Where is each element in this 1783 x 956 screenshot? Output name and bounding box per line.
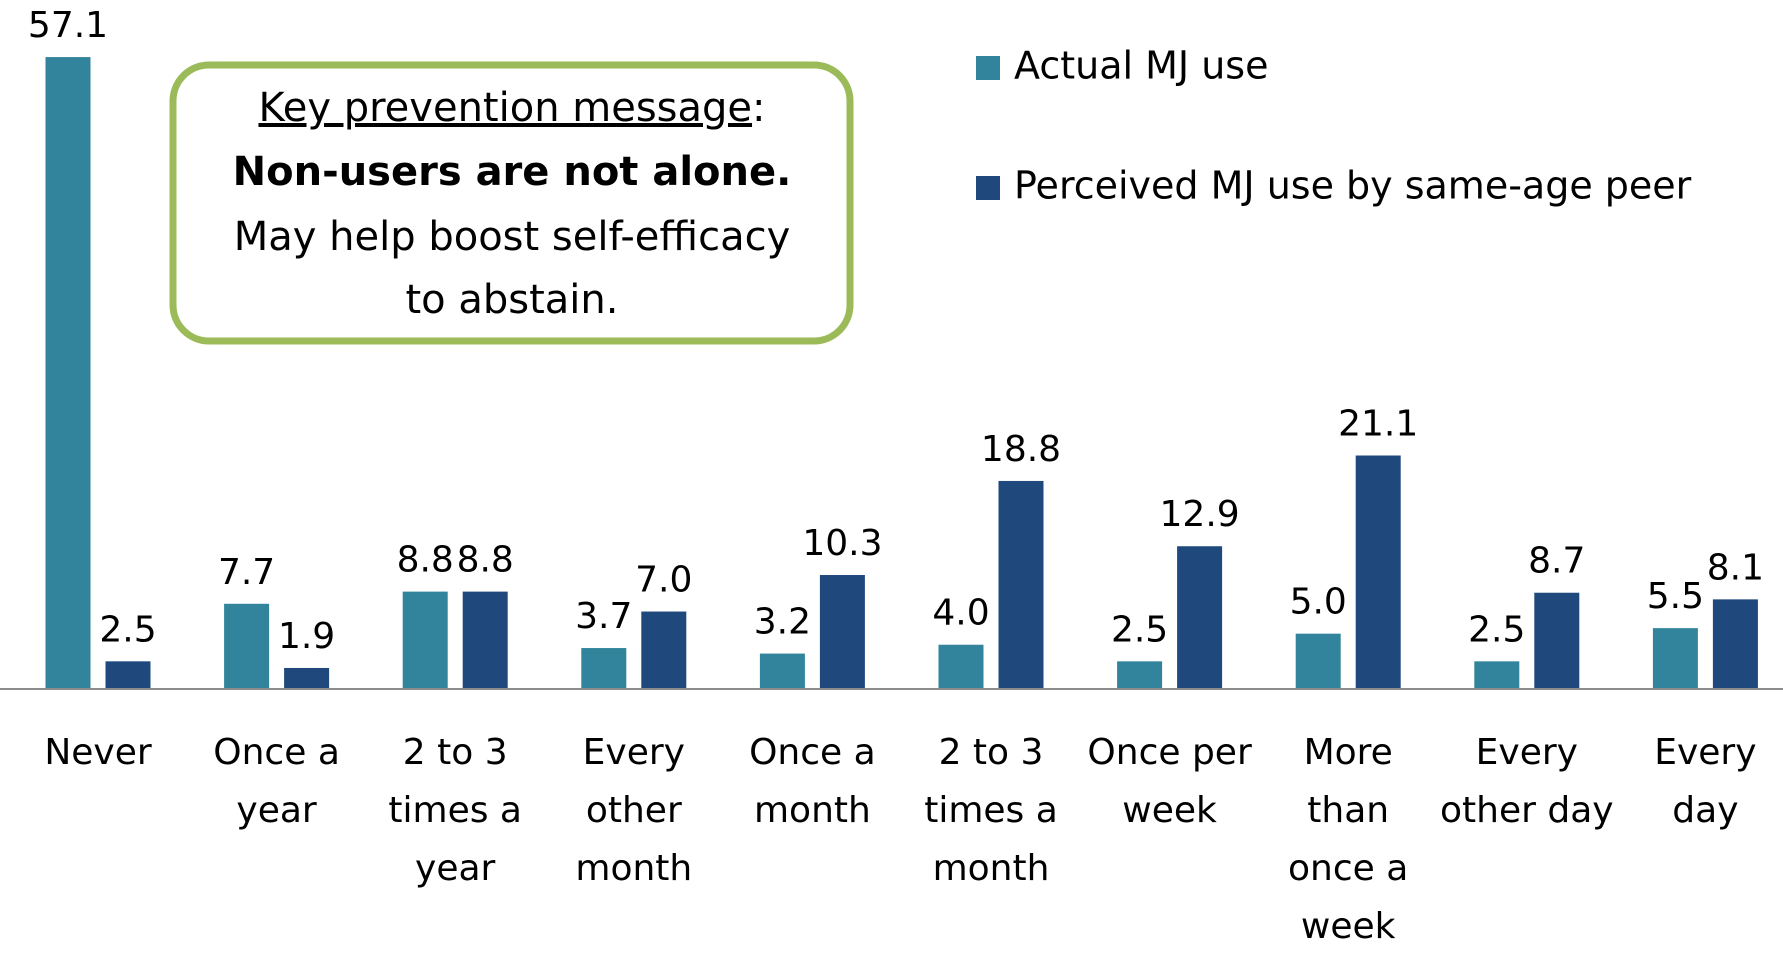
value-label: 57.1 (28, 5, 108, 46)
value-label: 5.0 (1290, 582, 1347, 623)
bar (1712, 599, 1758, 689)
bar (938, 644, 984, 689)
x-tick-label: Once a year (213, 732, 340, 831)
x-tick-label: 2 to 3 times a year (388, 732, 522, 889)
legend-label: Perceived MJ use by same-age peer (1014, 164, 1692, 208)
value-label: 4.0 (932, 593, 989, 634)
value-label: 21.1 (1338, 403, 1418, 444)
bar (402, 591, 448, 689)
x-tick-label: Every other month (575, 732, 693, 889)
bar (1534, 592, 1580, 689)
legend-swatch (976, 56, 1000, 80)
bar (224, 603, 270, 689)
bar (462, 591, 508, 689)
bar (1295, 633, 1341, 689)
value-label: 8.1 (1707, 547, 1764, 588)
value-label: 3.7 (575, 596, 632, 637)
bar (1474, 661, 1520, 689)
value-label: 2.5 (1468, 609, 1525, 650)
bar (819, 575, 865, 689)
bar (759, 653, 805, 689)
annotation-heading: Key prevention message: (258, 85, 765, 131)
bar (641, 611, 687, 689)
x-tick-label: Never (44, 732, 152, 773)
x-tick-label: Once a month (749, 732, 876, 831)
legend-swatch (976, 176, 1000, 200)
value-label: 18.8 (981, 429, 1061, 470)
value-label: 8.7 (1528, 541, 1585, 582)
x-tick-label: 2 to 3 times a month (924, 732, 1058, 889)
bar (45, 57, 91, 690)
value-label: 7.0 (635, 560, 692, 601)
bar (1652, 628, 1698, 689)
x-tick-label: Once per week (1087, 732, 1252, 831)
value-label: 1.9 (278, 616, 335, 657)
value-label: 10.3 (802, 523, 882, 564)
annotation-line: to abstain. (406, 277, 619, 323)
value-label: 12.9 (1160, 494, 1240, 535)
bar (1117, 661, 1163, 689)
x-tick-label: Every other day (1440, 732, 1614, 831)
bar (1177, 546, 1223, 689)
annotation-emphasis: Non-users are not alone. (233, 149, 792, 195)
value-label: 8.8 (397, 540, 454, 581)
bar (1355, 455, 1401, 689)
annotation-line: May help boost self-efficacy (234, 214, 791, 260)
bar (998, 480, 1044, 689)
value-label: 3.2 (754, 602, 811, 643)
value-label: 8.8 (457, 540, 514, 581)
value-label: 2.5 (1111, 609, 1168, 650)
bar (284, 667, 330, 689)
value-label: 5.5 (1647, 576, 1704, 617)
value-label: 7.7 (218, 552, 275, 593)
annotation-heading-text: Key prevention message (258, 85, 752, 131)
x-tick-label: More than once a week (1288, 732, 1409, 947)
legend-label: Actual MJ use (1014, 44, 1268, 88)
value-label: 2.5 (99, 609, 156, 650)
annotation-box (169, 61, 854, 345)
x-tick-label: Every day (1654, 732, 1757, 831)
bar (581, 648, 627, 689)
annotation-heading-suffix: : (752, 85, 765, 131)
bar (105, 661, 151, 689)
